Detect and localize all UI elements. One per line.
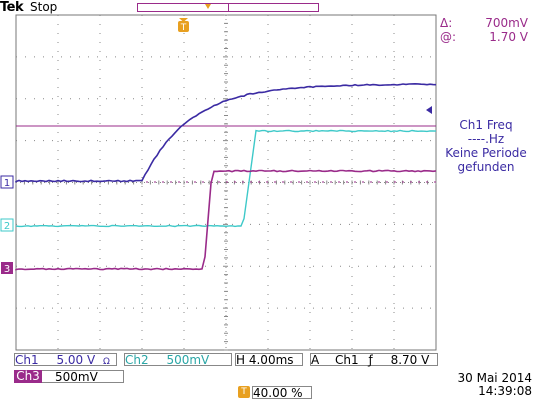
- at-label: @:: [440, 30, 456, 44]
- ch2-ground-marker: 2: [1, 219, 13, 232]
- ch1-scale: 5.00 V: [56, 353, 95, 367]
- trigger-position-icon: T: [178, 18, 189, 33]
- trigger-level-arrow: [426, 106, 432, 114]
- time: 14:39:08: [448, 385, 532, 398]
- trigger-level: 8.70 V: [391, 353, 430, 367]
- ch2-label: Ch2: [125, 353, 149, 367]
- trigger-source: Ch1: [335, 353, 359, 367]
- ch3-ground-marker: 3: [1, 262, 13, 275]
- delta-label: Δ:: [440, 16, 452, 30]
- ch1-ground-marker: 1: [1, 176, 13, 189]
- measurement-message-1: Keine Periode: [438, 146, 534, 160]
- measurement-message-2: gefunden: [438, 160, 534, 174]
- measurement-readout: Ch1 Freq ----.Hz Keine Periode gefunden: [438, 118, 534, 174]
- trigger-position-readout[interactable]: 40.00 %: [252, 386, 312, 399]
- svg-text:3: 3: [4, 264, 10, 275]
- measurement-label: Ch1 Freq: [438, 118, 534, 132]
- ch2-scale: 500mV: [166, 353, 209, 367]
- cursor-readout: Δ: 700mV @: 1.70 V: [440, 16, 528, 44]
- record-trigger-icon: [205, 4, 211, 9]
- measurement-value: ----.Hz: [438, 132, 534, 146]
- horizontal-scale: 4.00ms: [249, 353, 294, 367]
- ch3-scale: 500mV: [55, 370, 98, 384]
- ch2-coupling-icon: Ω: [103, 357, 110, 367]
- horizontal-scale-readout[interactable]: H 4.00ms: [235, 353, 303, 366]
- ch1-scale-readout[interactable]: Ch1 5.00 V Ω: [14, 353, 117, 366]
- horizontal-label: H: [236, 353, 245, 367]
- trigger-position-readout-icon: T: [238, 386, 250, 398]
- trigger-mode: A: [311, 353, 319, 367]
- at-value: 1.70 V: [489, 30, 528, 44]
- delta-value: 700mV: [485, 16, 528, 30]
- ch2-scale-readout[interactable]: Ch2 500mV: [124, 353, 232, 366]
- trigger-slope-icon: ƒ: [369, 353, 373, 367]
- trigger-readout[interactable]: A Ch1 ƒ 8.70 V: [310, 353, 438, 366]
- svg-text:1: 1: [4, 178, 10, 189]
- svg-text:2: 2: [4, 221, 10, 232]
- ch1-label: Ch1: [15, 353, 39, 367]
- svg-text:T: T: [180, 23, 187, 33]
- date-time: 30 Mai 2014 14:39:08: [448, 372, 532, 398]
- ch3-label: Ch3: [14, 370, 42, 383]
- ch2-waveform: [16, 131, 436, 227]
